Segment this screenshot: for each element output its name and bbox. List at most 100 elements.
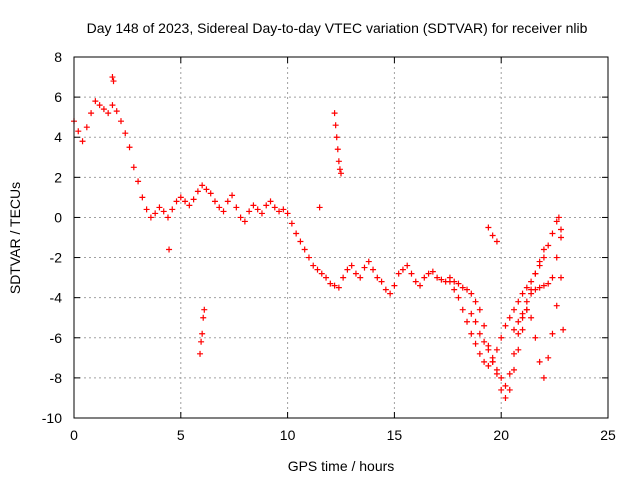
data-point: [558, 234, 565, 241]
data-point: [399, 266, 406, 273]
data-point: [506, 314, 513, 321]
data-point: [254, 206, 261, 213]
data-point: [263, 202, 270, 209]
data-point: [523, 306, 530, 313]
data-point: [489, 354, 496, 361]
data-point: [532, 334, 539, 341]
data-point: [276, 208, 283, 215]
data-point: [446, 278, 453, 285]
data-point: [374, 274, 381, 281]
data-point: [216, 204, 223, 211]
data-point: [100, 106, 107, 113]
data-point: [267, 198, 274, 205]
data-point: [79, 138, 86, 145]
data-point: [109, 102, 116, 109]
data-point: [113, 108, 120, 115]
data-point: [323, 274, 330, 281]
data-point: [528, 314, 535, 321]
data-point: [250, 202, 257, 209]
y-tick-label: -8: [50, 370, 63, 386]
data-point: [476, 350, 483, 357]
data-point: [511, 350, 518, 357]
data-point: [378, 278, 385, 285]
data-point: [451, 286, 458, 293]
data-point: [417, 282, 424, 289]
data-point: [553, 302, 560, 309]
data-point: [528, 278, 535, 285]
data-point: [186, 202, 193, 209]
data-point: [540, 282, 547, 289]
data-point: [96, 102, 103, 109]
data-point: [515, 346, 522, 353]
data-point: [361, 264, 368, 271]
data-point: [519, 290, 526, 297]
data-point: [519, 326, 526, 333]
y-tick-label: 0: [54, 209, 62, 225]
data-point: [333, 134, 340, 141]
data-point: [555, 214, 562, 221]
data-point: [105, 110, 112, 117]
data-point: [335, 284, 342, 291]
data-point: [558, 226, 565, 233]
data-point: [166, 246, 173, 253]
x-axis-label: GPS time / hours: [288, 458, 395, 474]
data-point: [344, 266, 351, 273]
data-point: [199, 182, 206, 189]
data-point: [549, 230, 556, 237]
data-point: [169, 206, 176, 213]
data-point: [481, 338, 488, 345]
y-tick-label: -6: [50, 330, 63, 346]
data-point: [198, 338, 205, 345]
x-tick-label: 15: [387, 427, 403, 443]
data-point: [130, 164, 137, 171]
data-point: [246, 208, 253, 215]
data-point: [536, 358, 543, 365]
x-tick-label: 20: [493, 427, 509, 443]
data-point: [536, 284, 543, 291]
data-point: [485, 346, 492, 353]
data-point: [201, 306, 208, 313]
x-tick-label: 10: [280, 427, 296, 443]
data-point: [502, 394, 509, 401]
data-point: [348, 262, 355, 269]
y-axis-label: SDTVAR / TECUs: [7, 182, 23, 294]
data-point: [545, 354, 552, 361]
grid-lines: [74, 57, 608, 418]
series-diagonal-trace-b: [468, 246, 547, 401]
axis-ticks: 0 5 10 15 20 25 -10 -8 -6 -4 -2 0 2 4 6 8: [42, 49, 616, 443]
chart-title: Day 148 of 2023, Sidereal Day-to-day VTE…: [87, 20, 588, 36]
data-point: [305, 254, 312, 261]
y-tick-label: -4: [50, 290, 63, 306]
data-point: [476, 330, 483, 337]
data-point: [352, 270, 359, 277]
data-point: [464, 286, 471, 293]
data-point: [425, 270, 432, 277]
data-point: [481, 358, 488, 365]
data-point: [498, 374, 505, 381]
data-point: [199, 330, 206, 337]
data-point: [468, 310, 475, 317]
data-point: [203, 186, 210, 193]
data-point: [489, 232, 496, 239]
data-point: [412, 278, 419, 285]
data-point: [515, 330, 522, 337]
data-point: [459, 284, 466, 291]
data-point: [152, 210, 159, 217]
data-point: [493, 370, 500, 377]
data-point: [459, 306, 466, 313]
series-main-trace: [71, 98, 565, 389]
data-point: [511, 366, 518, 373]
data-point: [523, 284, 530, 291]
data-point: [194, 188, 201, 195]
data-point: [532, 270, 539, 277]
data-point: [177, 194, 184, 201]
data-point: [200, 314, 207, 321]
data-point: [476, 306, 483, 313]
data-point: [558, 274, 565, 281]
data-point: [395, 270, 402, 277]
data-point: [126, 144, 133, 151]
data-point: [288, 220, 295, 227]
data-point: [340, 274, 347, 281]
data-point: [182, 198, 189, 205]
data-point: [301, 246, 308, 253]
